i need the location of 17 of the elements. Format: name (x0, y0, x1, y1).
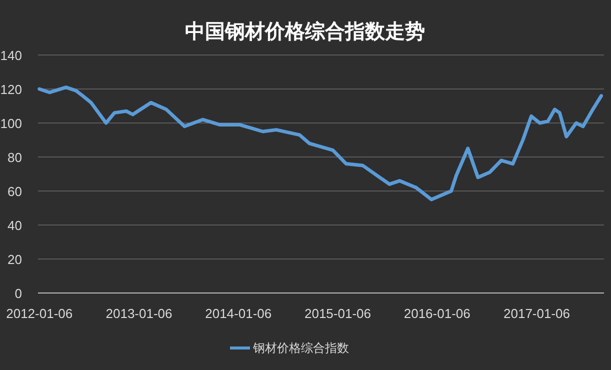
x-tick-label: 2012-01-06 (6, 306, 73, 321)
x-tick-label: 2016-01-06 (404, 306, 470, 321)
y-tick-label: 120 (0, 82, 22, 97)
chart-title: 中国钢材价格综合指数走势 (185, 20, 425, 43)
y-tick-label: 80 (8, 150, 22, 165)
y-tick-label: 60 (8, 184, 22, 199)
x-tick-label: 2013-01-06 (106, 306, 172, 321)
x-tick-label: 2014-01-06 (205, 306, 272, 321)
x-tick-label: 2017-01-06 (504, 306, 570, 321)
line-series (38, 86, 604, 202)
y-tick-label: 100 (0, 116, 22, 131)
y-tick-label: 0 (14, 286, 22, 301)
y-tick-label: 40 (8, 218, 22, 233)
y-tick-label: 20 (8, 252, 22, 267)
x-tick-label: 2015-01-06 (304, 306, 371, 321)
y-tick-label: 140 (0, 48, 22, 63)
legend-label: 钢材价格综合指数 (252, 341, 349, 355)
